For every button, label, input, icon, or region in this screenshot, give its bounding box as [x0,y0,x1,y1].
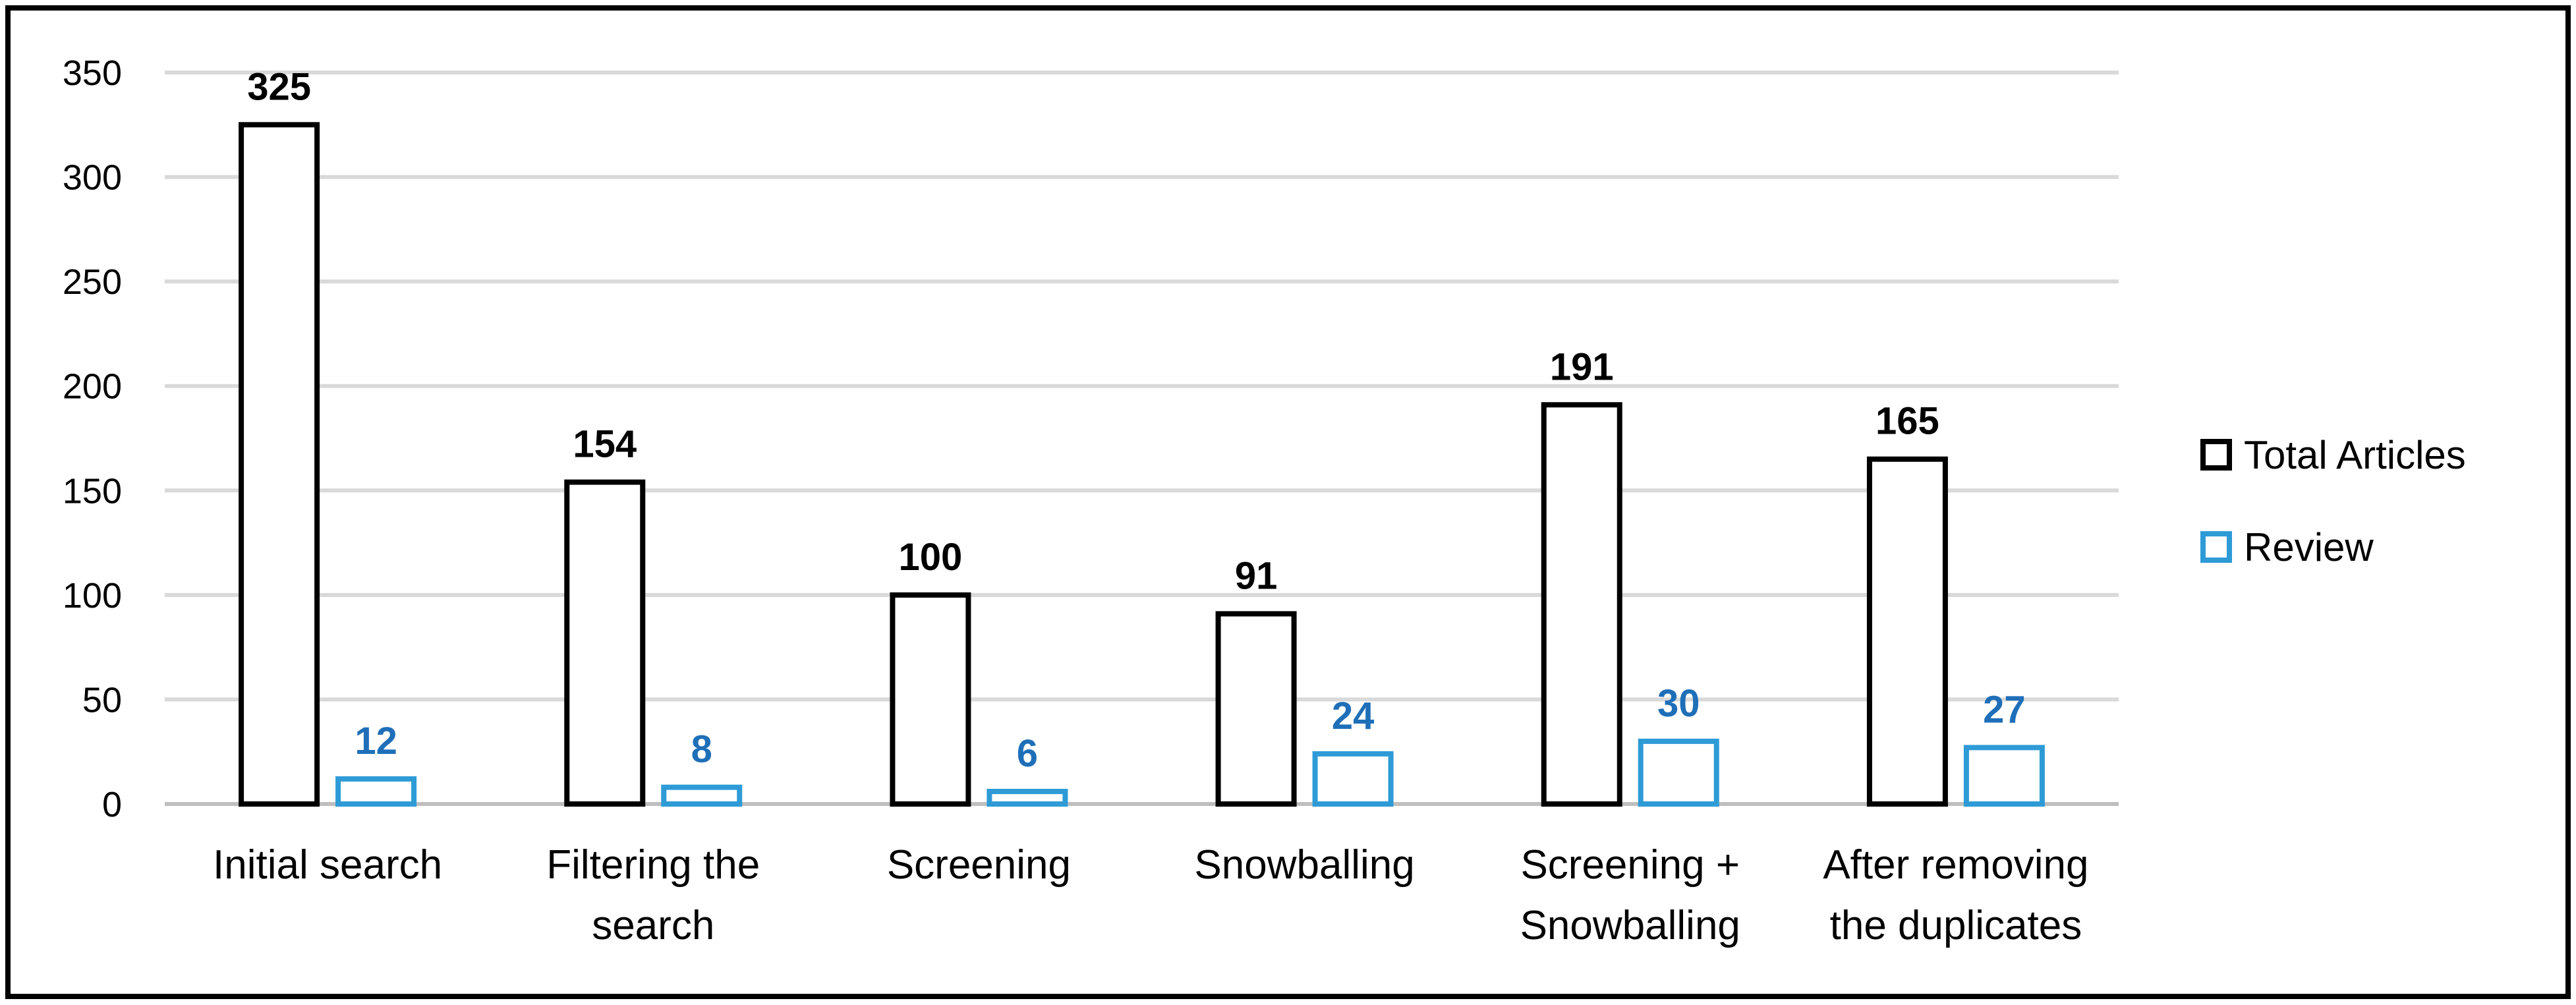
bar-review [335,776,417,807]
x-category-label: Screening [887,842,1071,888]
x-category-label: Initial search [213,842,442,888]
data-label-review: 6 [1017,732,1038,775]
y-tick-label: 300 [63,158,122,198]
y-tick-label: 200 [63,367,122,407]
data-label-review: 30 [1657,682,1700,725]
legend-swatch [2200,531,2232,563]
x-category-label: After removing [1823,842,2088,888]
y-tick-label: 0 [102,785,122,824]
legend-label: Total Articles [2244,433,2466,477]
y-tick-label: 50 [82,680,122,720]
bar-review [1312,751,1394,807]
x-axis-categories: Initial search Filtering the search Screeni… [213,842,2088,948]
y-axis-ticks: 0 50 100 150 200 250 300 350 [63,53,122,824]
x-category-label: search [592,903,714,948]
y-tick-label: 100 [63,576,122,616]
bar-total-articles [1215,611,1297,807]
bar-total-articles [1866,456,1948,807]
data-label-total-articles: 154 [573,423,637,466]
x-category-label: Screening + [1520,842,1740,888]
y-tick-label: 150 [63,471,122,511]
x-category-label: the duplicates [1830,903,2082,948]
data-label-total-articles: 91 [1235,554,1278,597]
bar-total-articles [1541,402,1622,807]
data-label-review: 12 [355,720,397,762]
bar-review [661,784,743,807]
bars [239,122,2045,807]
bar-total-articles [890,592,971,807]
data-labels: 325 12 154 8 100 6 91 24 191 30 165 27 [247,65,2025,775]
data-label-total-articles: 325 [247,65,311,108]
legend-swatch [2200,439,2232,471]
gridlines [165,71,2119,806]
x-category-label: Filtering the [546,842,760,888]
data-label-review: 27 [1983,688,2026,731]
bar-review [1963,745,2045,807]
bar-review [987,788,1068,807]
chart-frame [5,5,2571,999]
x-category-label: Snowballing [1194,842,1414,888]
data-label-total-articles: 165 [1875,400,1939,443]
data-label-review: 24 [1332,695,1375,737]
y-tick-label: 350 [63,53,122,93]
bar-review [1638,738,1719,807]
data-label-total-articles: 191 [1550,345,1614,388]
data-label-total-articles: 100 [899,536,963,579]
y-tick-label: 250 [63,262,122,302]
data-label-review: 8 [691,728,712,771]
x-category-label: Snowballing [1520,903,1740,948]
legend-label: Review [2244,525,2374,569]
bar-total-articles [239,122,320,807]
legend: Total Articles Review [2200,433,2466,569]
bar-total-articles [564,479,646,807]
